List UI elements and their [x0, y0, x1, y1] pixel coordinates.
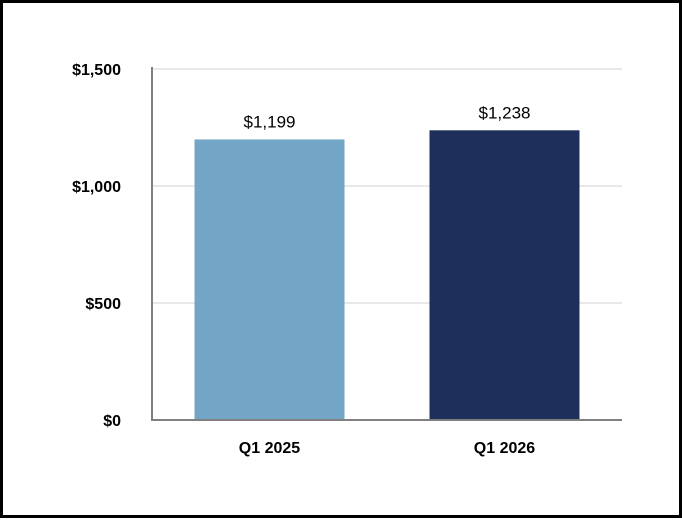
data-label: $1,199: [244, 112, 296, 131]
bars: [194, 130, 580, 421]
y-tick-labels: $0 $500 $1,000 $1,500: [72, 62, 121, 430]
data-labels: $1,199 $1,238: [244, 103, 531, 131]
y-tick-label: $1,000: [72, 179, 121, 196]
bar-chart: $0 $500 $1,000 $1,500 Q1 2025 Q1 2026 $1,199…: [72, 62, 622, 457]
x-tick-label: Q1 2025: [239, 440, 300, 457]
bar: [429, 130, 580, 421]
y-tick-label: $1,500: [72, 62, 121, 79]
x-tick-label: Q1 2026: [474, 440, 535, 457]
x-tick-labels: Q1 2025 Q1 2026: [239, 440, 535, 457]
y-tick-label: $0: [103, 413, 121, 430]
axes: [151, 67, 622, 421]
y-tick-label: $500: [85, 296, 121, 313]
data-label: $1,238: [479, 103, 531, 122]
bar: [194, 139, 345, 420]
